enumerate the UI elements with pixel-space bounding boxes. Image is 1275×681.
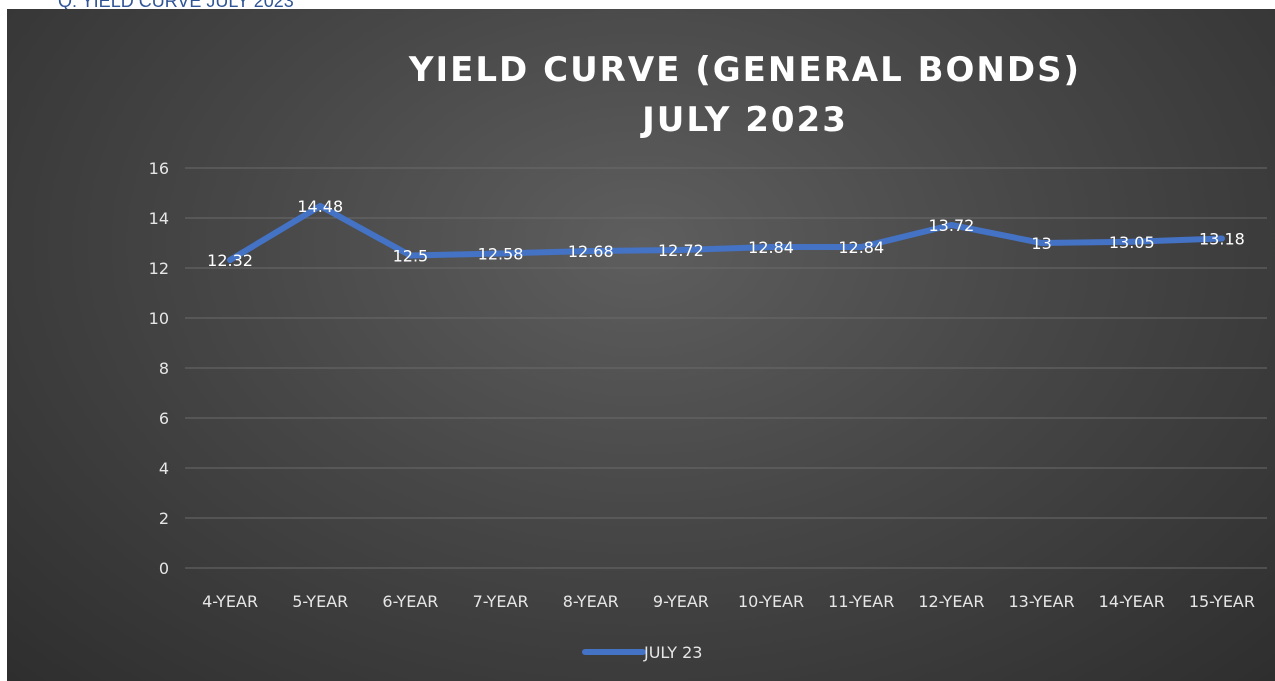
data-label: 13.72 (929, 216, 975, 235)
data-label: 12.68 (568, 242, 614, 261)
y-tick-label: 6 (159, 409, 169, 428)
data-label: 13.05 (1109, 233, 1155, 252)
x-tick-label: 8-YEAR (563, 592, 619, 611)
x-tick-label: 6-YEAR (382, 592, 438, 611)
data-point (317, 203, 324, 209)
data-point (227, 257, 234, 263)
data-point (948, 222, 955, 228)
x-tick-label: 13-YEAR (1008, 592, 1074, 611)
x-tick-label: 15-YEAR (1189, 592, 1255, 611)
y-tick-label: 14 (149, 209, 169, 228)
chart-title-line-2: JULY 2023 (640, 100, 848, 140)
y-axis-tick-labels: 0 2 4 6 8 10 12 14 16 (149, 159, 169, 578)
data-label: 12.84 (838, 238, 884, 257)
data-label: 13 (1031, 234, 1051, 253)
legend-label: JULY 23 (643, 643, 702, 662)
data-label: 12.5 (393, 247, 429, 266)
y-tick-label: 12 (149, 259, 169, 278)
y-tick-label: 2 (159, 509, 169, 528)
data-point (858, 244, 865, 250)
page-heading: Q: YIELD CURVE JULY 2023 (58, 0, 294, 11)
x-tick-label: 7-YEAR (473, 592, 529, 611)
data-point (587, 248, 594, 254)
x-tick-label: 14-YEAR (1099, 592, 1165, 611)
data-label: 12.84 (748, 238, 794, 257)
data-label: 12.72 (658, 241, 704, 260)
chart-area: YIELD CURVE (GENERAL BONDS) JULY 2023 0 2… (7, 9, 1275, 681)
x-tick-label: 10-YEAR (738, 592, 804, 611)
data-point (497, 250, 504, 257)
y-tick-label: 10 (149, 309, 169, 328)
data-point (1218, 235, 1225, 242)
data-point (677, 247, 684, 253)
x-tick-label: 4-YEAR (202, 592, 258, 611)
series-july-23 (227, 203, 1225, 263)
chart-title: YIELD CURVE (GENERAL BONDS) JULY 2023 (408, 50, 1081, 140)
gridlines (185, 167, 1267, 569)
data-label: 12.32 (207, 251, 253, 270)
x-tick-label: 11-YEAR (828, 592, 894, 611)
data-labels: 12.32 14.48 12.5 12.58 12.68 12.72 12.84 12.84 1… (207, 197, 1245, 270)
data-point (768, 244, 775, 250)
x-axis-tick-labels: 4-YEAR 5-YEAR 6-YEAR 7-YEAR 8-YEAR 9-YEAR 10-Y… (202, 592, 1255, 611)
y-tick-label: 16 (149, 159, 169, 178)
x-tick-label: 12-YEAR (918, 592, 984, 611)
x-tick-label: 9-YEAR (653, 592, 709, 611)
series-line (227, 203, 1225, 263)
data-point (1038, 240, 1045, 246)
data-label: 14.48 (297, 197, 343, 216)
data-label: 12.58 (478, 245, 524, 264)
chart-title-line-1: YIELD CURVE (GENERAL BONDS) (408, 50, 1081, 90)
legend: JULY 23 (582, 643, 702, 662)
data-label: 13.18 (1199, 230, 1245, 249)
y-tick-label: 8 (159, 359, 169, 378)
x-tick-label: 5-YEAR (292, 592, 348, 611)
y-tick-label: 0 (159, 559, 169, 578)
y-tick-label: 4 (159, 459, 169, 478)
data-point (407, 252, 414, 259)
data-point (1128, 238, 1135, 245)
yield-curve-chart: YIELD CURVE (GENERAL BONDS) JULY 2023 0 2… (149, 50, 1267, 662)
